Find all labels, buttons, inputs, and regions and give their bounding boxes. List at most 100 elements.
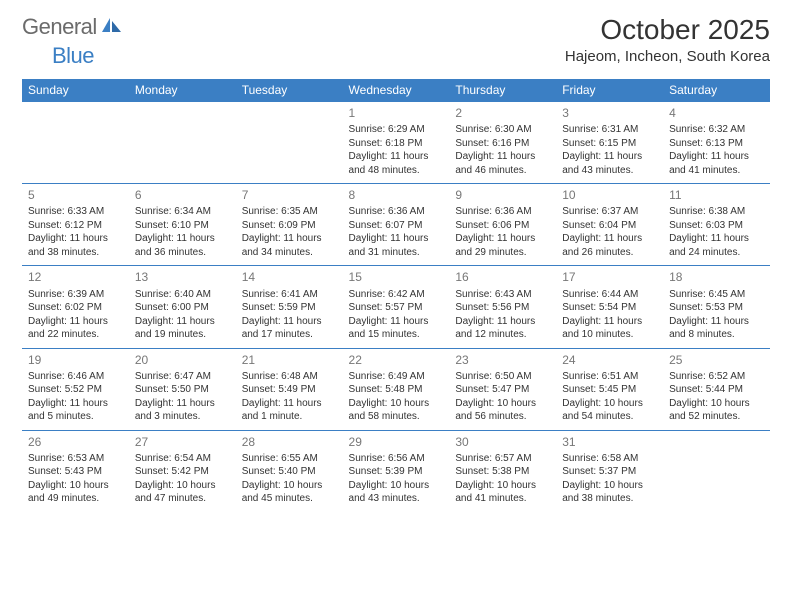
daylight-text: Daylight: 11 hours and 5 minutes. xyxy=(28,397,123,424)
day-number: 20 xyxy=(135,352,230,368)
day-number: 9 xyxy=(455,187,550,203)
weekday-wed: Wednesday xyxy=(343,79,450,102)
sunrise-text: Sunrise: 6:50 AM xyxy=(455,370,550,384)
daylight-text: Daylight: 10 hours and 45 minutes. xyxy=(242,479,337,506)
daylight-text: Daylight: 11 hours and 8 minutes. xyxy=(669,315,764,342)
daylight-text: Daylight: 11 hours and 26 minutes. xyxy=(562,232,657,259)
weekday-mon: Monday xyxy=(129,79,236,102)
day-number: 10 xyxy=(562,187,657,203)
day-number: 6 xyxy=(135,187,230,203)
calendar-cell: 17Sunrise: 6:44 AMSunset: 5:54 PMDayligh… xyxy=(556,266,663,348)
sunrise-text: Sunrise: 6:39 AM xyxy=(28,288,123,302)
sunset-text: Sunset: 5:45 PM xyxy=(562,383,657,397)
calendar-cell xyxy=(22,102,129,184)
sunrise-text: Sunrise: 6:42 AM xyxy=(349,288,444,302)
daylight-text: Daylight: 11 hours and 17 minutes. xyxy=(242,315,337,342)
sunset-text: Sunset: 6:07 PM xyxy=(349,219,444,233)
day-number: 21 xyxy=(242,352,337,368)
daylight-text: Daylight: 11 hours and 41 minutes. xyxy=(669,150,764,177)
daylight-text: Daylight: 11 hours and 10 minutes. xyxy=(562,315,657,342)
calendar-cell: 29Sunrise: 6:56 AMSunset: 5:39 PMDayligh… xyxy=(343,430,450,512)
sunset-text: Sunset: 5:47 PM xyxy=(455,383,550,397)
calendar-cell: 24Sunrise: 6:51 AMSunset: 5:45 PMDayligh… xyxy=(556,348,663,430)
sunrise-text: Sunrise: 6:49 AM xyxy=(349,370,444,384)
calendar-cell: 14Sunrise: 6:41 AMSunset: 5:59 PMDayligh… xyxy=(236,266,343,348)
sunset-text: Sunset: 5:52 PM xyxy=(28,383,123,397)
day-number: 16 xyxy=(455,269,550,285)
sunset-text: Sunset: 5:53 PM xyxy=(669,301,764,315)
day-number: 4 xyxy=(669,105,764,121)
calendar-cell xyxy=(663,430,770,512)
sunrise-text: Sunrise: 6:58 AM xyxy=(562,452,657,466)
daylight-text: Daylight: 11 hours and 43 minutes. xyxy=(562,150,657,177)
day-number: 11 xyxy=(669,187,764,203)
sunset-text: Sunset: 6:10 PM xyxy=(135,219,230,233)
weekday-sun: Sunday xyxy=(22,79,129,102)
day-number: 27 xyxy=(135,434,230,450)
day-number: 26 xyxy=(28,434,123,450)
calendar-cell: 25Sunrise: 6:52 AMSunset: 5:44 PMDayligh… xyxy=(663,348,770,430)
sunset-text: Sunset: 6:00 PM xyxy=(135,301,230,315)
sunset-text: Sunset: 6:02 PM xyxy=(28,301,123,315)
calendar-cell: 15Sunrise: 6:42 AMSunset: 5:57 PMDayligh… xyxy=(343,266,450,348)
calendar-cell: 27Sunrise: 6:54 AMSunset: 5:42 PMDayligh… xyxy=(129,430,236,512)
day-number: 30 xyxy=(455,434,550,450)
sunrise-text: Sunrise: 6:47 AM xyxy=(135,370,230,384)
sunrise-text: Sunrise: 6:40 AM xyxy=(135,288,230,302)
calendar-cell: 21Sunrise: 6:48 AMSunset: 5:49 PMDayligh… xyxy=(236,348,343,430)
sunrise-text: Sunrise: 6:44 AM xyxy=(562,288,657,302)
calendar-cell: 20Sunrise: 6:47 AMSunset: 5:50 PMDayligh… xyxy=(129,348,236,430)
title-block: October 2025 Hajeom, Incheon, South Kore… xyxy=(565,14,770,65)
calendar-cell: 10Sunrise: 6:37 AMSunset: 6:04 PMDayligh… xyxy=(556,184,663,266)
daylight-text: Daylight: 11 hours and 15 minutes. xyxy=(349,315,444,342)
calendar-cell: 13Sunrise: 6:40 AMSunset: 6:00 PMDayligh… xyxy=(129,266,236,348)
logo: General xyxy=(22,14,127,40)
sunset-text: Sunset: 6:13 PM xyxy=(669,137,764,151)
day-number: 5 xyxy=(28,187,123,203)
calendar-cell xyxy=(236,102,343,184)
day-number: 13 xyxy=(135,269,230,285)
sunset-text: Sunset: 5:50 PM xyxy=(135,383,230,397)
daylight-text: Daylight: 11 hours and 29 minutes. xyxy=(455,232,550,259)
calendar-row: 26Sunrise: 6:53 AMSunset: 5:43 PMDayligh… xyxy=(22,430,770,512)
day-number: 19 xyxy=(28,352,123,368)
calendar-cell: 26Sunrise: 6:53 AMSunset: 5:43 PMDayligh… xyxy=(22,430,129,512)
sunrise-text: Sunrise: 6:57 AM xyxy=(455,452,550,466)
location-text: Hajeom, Incheon, South Korea xyxy=(565,48,770,65)
day-number: 31 xyxy=(562,434,657,450)
daylight-text: Daylight: 10 hours and 56 minutes. xyxy=(455,397,550,424)
sunrise-text: Sunrise: 6:46 AM xyxy=(28,370,123,384)
sunrise-text: Sunrise: 6:52 AM xyxy=(669,370,764,384)
sunset-text: Sunset: 5:48 PM xyxy=(349,383,444,397)
daylight-text: Daylight: 11 hours and 34 minutes. xyxy=(242,232,337,259)
calendar-cell: 11Sunrise: 6:38 AMSunset: 6:03 PMDayligh… xyxy=(663,184,770,266)
day-number: 2 xyxy=(455,105,550,121)
calendar-row: 5Sunrise: 6:33 AMSunset: 6:12 PMDaylight… xyxy=(22,184,770,266)
sunset-text: Sunset: 6:09 PM xyxy=(242,219,337,233)
sunrise-text: Sunrise: 6:54 AM xyxy=(135,452,230,466)
calendar-cell: 23Sunrise: 6:50 AMSunset: 5:47 PMDayligh… xyxy=(449,348,556,430)
calendar-cell: 9Sunrise: 6:36 AMSunset: 6:06 PMDaylight… xyxy=(449,184,556,266)
calendar-cell: 1Sunrise: 6:29 AMSunset: 6:18 PMDaylight… xyxy=(343,102,450,184)
daylight-text: Daylight: 11 hours and 24 minutes. xyxy=(669,232,764,259)
calendar-cell: 18Sunrise: 6:45 AMSunset: 5:53 PMDayligh… xyxy=(663,266,770,348)
logo-text-general: General xyxy=(22,14,97,40)
logo-text-blue: Blue xyxy=(52,43,94,68)
daylight-text: Daylight: 11 hours and 48 minutes. xyxy=(349,150,444,177)
sunset-text: Sunset: 6:04 PM xyxy=(562,219,657,233)
day-number: 22 xyxy=(349,352,444,368)
sunset-text: Sunset: 6:16 PM xyxy=(455,137,550,151)
sunrise-text: Sunrise: 6:30 AM xyxy=(455,123,550,137)
calendar-row: 19Sunrise: 6:46 AMSunset: 5:52 PMDayligh… xyxy=(22,348,770,430)
sunset-text: Sunset: 5:44 PM xyxy=(669,383,764,397)
day-number: 8 xyxy=(349,187,444,203)
daylight-text: Daylight: 10 hours and 43 minutes. xyxy=(349,479,444,506)
sunset-text: Sunset: 5:49 PM xyxy=(242,383,337,397)
day-number: 14 xyxy=(242,269,337,285)
sunset-text: Sunset: 6:18 PM xyxy=(349,137,444,151)
day-number: 12 xyxy=(28,269,123,285)
calendar-cell: 8Sunrise: 6:36 AMSunset: 6:07 PMDaylight… xyxy=(343,184,450,266)
sunset-text: Sunset: 5:43 PM xyxy=(28,465,123,479)
day-number: 17 xyxy=(562,269,657,285)
sunset-text: Sunset: 6:12 PM xyxy=(28,219,123,233)
